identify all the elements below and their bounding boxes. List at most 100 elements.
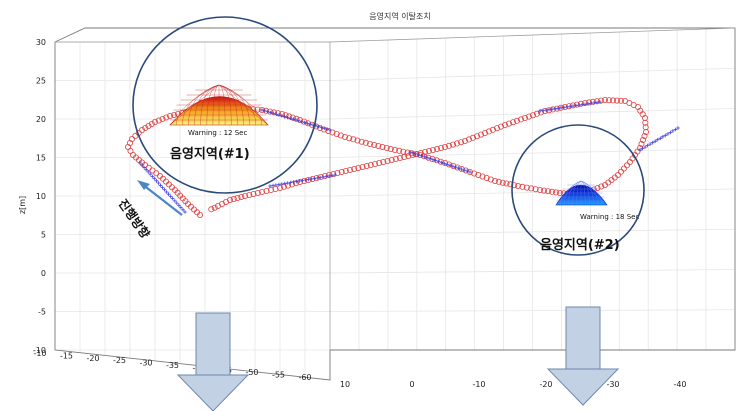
trajectory-plus-point bbox=[294, 118, 298, 122]
trajectory-point bbox=[622, 98, 629, 105]
trajectory-point bbox=[461, 137, 468, 144]
trajectory-point bbox=[391, 146, 398, 153]
trajectory-point bbox=[165, 181, 172, 188]
trajectory-plus-point bbox=[166, 192, 171, 196]
trajectory-plus-point bbox=[285, 115, 290, 120]
trajectory-plus-point bbox=[168, 194, 173, 199]
z-axis-label: z[m] bbox=[18, 196, 27, 214]
trajectory-point bbox=[363, 162, 370, 169]
trajectory-point bbox=[514, 117, 521, 124]
trajectory-plus-point bbox=[465, 169, 469, 173]
z-tick-label: 5 bbox=[41, 231, 46, 240]
y-tick-label: 10 bbox=[340, 380, 350, 389]
trajectory-point bbox=[481, 129, 488, 136]
z-tick-label: 15 bbox=[36, 154, 46, 163]
trajectory-point bbox=[334, 169, 341, 176]
trajectory-point bbox=[396, 147, 403, 154]
mesh-line bbox=[580, 180, 598, 206]
x-tick-label: -15 bbox=[60, 351, 73, 360]
trajectory-point bbox=[641, 132, 648, 139]
trajectory-plus-point bbox=[315, 176, 320, 180]
trajectory-plus-point bbox=[538, 109, 542, 113]
trajectory-point bbox=[286, 113, 293, 120]
z-tick-label: 0 bbox=[41, 269, 46, 278]
trajectory-point bbox=[388, 156, 395, 163]
mesh-line bbox=[218, 84, 269, 126]
trajectory-point bbox=[627, 158, 634, 165]
z-tick-label: 10 bbox=[36, 192, 46, 201]
down-arrow-1 bbox=[176, 312, 250, 411]
trajectory-point bbox=[643, 128, 650, 135]
trajectory-plus-point bbox=[302, 120, 307, 125]
trajectory-point bbox=[624, 162, 631, 169]
mesh-line bbox=[580, 180, 607, 206]
trajectory-point bbox=[153, 170, 160, 177]
trajectory-plus-point bbox=[436, 159, 441, 164]
direction-arrow bbox=[137, 180, 183, 216]
trajectory-point bbox=[553, 189, 560, 196]
trajectory-plus-point bbox=[170, 196, 175, 201]
trajectory-point bbox=[441, 159, 448, 166]
trajectory-plus-point bbox=[648, 142, 652, 146]
trajectory-plus-point bbox=[328, 128, 332, 132]
trajectory-point bbox=[267, 186, 274, 193]
trajectory-plus-point bbox=[655, 137, 660, 142]
trajectory-plus-point bbox=[274, 112, 278, 116]
dome-1-mesh bbox=[169, 84, 269, 126]
trajectory-point bbox=[433, 145, 440, 152]
trajectory-plus-point bbox=[322, 126, 327, 131]
trajectory-point bbox=[211, 204, 218, 211]
mesh-line bbox=[182, 84, 220, 126]
z-ticks: 30 25 20 15 10 5 0 -5 -10 bbox=[33, 38, 46, 355]
trajectory-plus-point bbox=[274, 183, 278, 187]
trajectory-plus bbox=[138, 100, 680, 214]
trajectory-point bbox=[246, 191, 253, 198]
region-2-circle bbox=[511, 124, 645, 256]
trajectory-point bbox=[258, 188, 265, 195]
trajectory-plus-point bbox=[283, 181, 287, 186]
trajectory-plus-point bbox=[416, 153, 421, 157]
trajectory-point bbox=[350, 136, 357, 143]
x-tick-label: -10 bbox=[33, 349, 46, 358]
trajectory-point bbox=[168, 184, 175, 191]
trajectory-plus-point bbox=[425, 155, 429, 160]
trajectory-point bbox=[503, 180, 510, 187]
trajectory-plus-point bbox=[140, 163, 144, 167]
trajectory-point bbox=[483, 174, 490, 181]
trajectory-point bbox=[387, 145, 394, 152]
trajectory-plus-point bbox=[541, 108, 545, 113]
trajectory-plus-point bbox=[653, 139, 657, 143]
trajectory-point bbox=[166, 113, 173, 120]
trajectory-point bbox=[519, 183, 526, 190]
region-1-warning: Warning : 12 Sec bbox=[188, 129, 247, 137]
trajectory-plus-point bbox=[142, 165, 146, 170]
z-tick-label: -10 bbox=[33, 346, 46, 355]
trajectory-point bbox=[479, 173, 486, 180]
trajectory-point bbox=[392, 155, 399, 162]
trajectory-plus-point bbox=[583, 102, 587, 106]
trajectory-point bbox=[145, 123, 152, 130]
trajectory-plus-point bbox=[442, 161, 447, 166]
trajectory-point bbox=[351, 165, 358, 172]
trajectory-plus-point bbox=[676, 126, 680, 130]
trajectory-point bbox=[325, 127, 332, 134]
trajectory-plus-point bbox=[650, 140, 655, 145]
trajectory-plus-point bbox=[556, 106, 560, 111]
trajectory-point bbox=[445, 142, 452, 149]
trajectory-point bbox=[621, 165, 628, 172]
axes-outline bbox=[54, 27, 736, 381]
trajectory-point bbox=[487, 176, 494, 183]
trajectory-plus-point bbox=[181, 208, 185, 212]
trajectory-plus-point bbox=[179, 205, 183, 210]
trajectory-point bbox=[526, 113, 533, 120]
trajectory-point bbox=[491, 177, 498, 184]
trajectory-plus-point bbox=[265, 109, 270, 114]
trajectory-point bbox=[523, 184, 530, 191]
trajectory-point bbox=[429, 146, 436, 153]
trajectory-plus-point bbox=[553, 107, 557, 111]
trajectory-plus-point bbox=[148, 172, 152, 176]
trajectory-point bbox=[530, 112, 537, 119]
x-tick-label: -25 bbox=[113, 356, 126, 365]
trajectory-plus-point bbox=[160, 185, 165, 190]
